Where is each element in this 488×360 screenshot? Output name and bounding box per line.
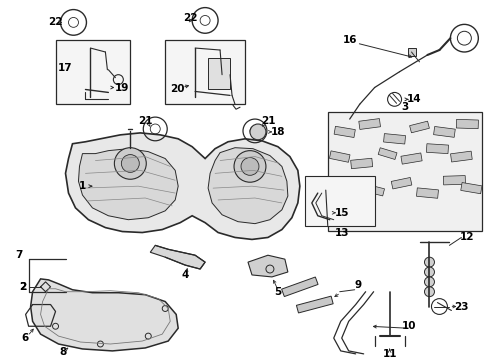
Text: 17: 17 — [58, 63, 73, 73]
Text: 14: 14 — [407, 94, 421, 104]
Polygon shape — [31, 279, 178, 351]
Polygon shape — [426, 144, 447, 154]
Polygon shape — [333, 126, 355, 138]
Text: 11: 11 — [382, 349, 396, 359]
Polygon shape — [78, 149, 178, 220]
Polygon shape — [460, 183, 481, 194]
Polygon shape — [36, 293, 50, 309]
Bar — [56, 40, 130, 104]
Text: 21: 21 — [260, 116, 275, 126]
Circle shape — [424, 277, 433, 287]
Text: 1: 1 — [79, 181, 86, 191]
Text: 13: 13 — [334, 228, 348, 238]
Text: 19: 19 — [115, 82, 129, 93]
Polygon shape — [390, 177, 411, 189]
Polygon shape — [43, 298, 59, 314]
Bar — [327, 112, 481, 230]
Polygon shape — [281, 277, 317, 297]
Circle shape — [241, 158, 259, 175]
Text: 16: 16 — [342, 35, 356, 45]
Text: 6: 6 — [21, 333, 28, 343]
Text: 4: 4 — [181, 270, 188, 280]
Bar — [304, 176, 374, 226]
Polygon shape — [358, 118, 380, 130]
Polygon shape — [377, 148, 396, 159]
Text: 2: 2 — [19, 282, 26, 292]
Polygon shape — [400, 153, 421, 164]
Text: 9: 9 — [353, 280, 361, 290]
Text: 23: 23 — [453, 302, 468, 311]
Text: 12: 12 — [459, 233, 474, 243]
Polygon shape — [455, 120, 477, 129]
Circle shape — [424, 257, 433, 267]
Text: 18: 18 — [270, 127, 285, 137]
Text: 7: 7 — [15, 250, 22, 260]
Polygon shape — [416, 188, 438, 198]
Bar — [407, 48, 415, 56]
Polygon shape — [383, 134, 405, 144]
Text: 20: 20 — [170, 85, 184, 94]
Circle shape — [424, 267, 433, 277]
Polygon shape — [150, 246, 204, 269]
Circle shape — [121, 154, 139, 172]
Polygon shape — [296, 296, 332, 313]
Text: 5: 5 — [274, 287, 281, 297]
Circle shape — [114, 148, 146, 179]
Text: 22: 22 — [48, 17, 62, 27]
Text: 22: 22 — [183, 13, 197, 23]
Polygon shape — [364, 184, 384, 196]
Circle shape — [249, 124, 265, 140]
Text: 10: 10 — [402, 321, 416, 331]
Polygon shape — [443, 176, 465, 185]
Bar — [208, 58, 229, 90]
Circle shape — [234, 150, 265, 182]
Bar — [165, 40, 244, 104]
Polygon shape — [247, 255, 287, 277]
Text: 3: 3 — [400, 102, 407, 112]
Polygon shape — [65, 133, 299, 239]
Polygon shape — [329, 151, 349, 162]
Circle shape — [424, 287, 433, 297]
Text: 15: 15 — [334, 208, 348, 218]
Text: 21: 21 — [138, 116, 152, 126]
Polygon shape — [338, 181, 360, 191]
Polygon shape — [350, 158, 372, 169]
Polygon shape — [433, 126, 454, 137]
Polygon shape — [208, 148, 287, 224]
Polygon shape — [449, 151, 471, 162]
Text: 2: 2 — [19, 282, 26, 292]
Text: 8: 8 — [59, 347, 66, 357]
Polygon shape — [409, 121, 428, 133]
